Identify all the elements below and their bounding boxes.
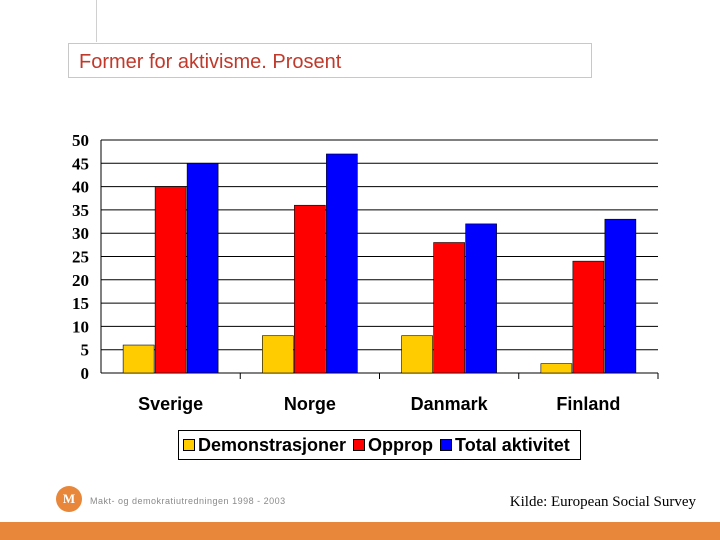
chart-title: Former for aktivisme. Prosent [79, 51, 342, 73]
legend-item-total-aktivitet: Total aktivitet [440, 435, 570, 456]
bar-opprop [294, 204, 326, 374]
legend-swatch [183, 439, 195, 451]
legend-item-demonstrasjoner: Demonstrasjoner [183, 435, 346, 456]
bar-total-aktivitet [465, 223, 497, 374]
legend-label: Opprop [368, 434, 434, 455]
y-tick-label: 10 [72, 317, 89, 336]
x-tick-label: Finland [556, 394, 620, 414]
bar-chart: 0 5 10 15 20 25 30 35 40 45 50 Sverige Norge Danmark F… [72, 131, 659, 414]
legend-swatch [440, 439, 453, 451]
bottom-accent-bar [0, 522, 720, 540]
bar-total-aktivitet [326, 153, 358, 374]
y-tick-label: 50 [72, 131, 89, 150]
bar-total-aktivitet [186, 163, 219, 374]
project-name: Makt- og demokratiutredningen 1998 - 200… [90, 496, 286, 506]
x-tick-label: Sverige [138, 394, 203, 414]
bar-demonstrasjoner [122, 344, 155, 374]
y-tick-label: 15 [72, 294, 89, 313]
y-tick-label: 20 [72, 271, 89, 290]
y-tick-label: 40 [72, 178, 89, 197]
legend-label: Demonstrasjoner [198, 434, 347, 455]
x-tick-label: Danmark [411, 394, 489, 414]
y-tick-label: 5 [81, 341, 90, 360]
y-tick-label: 35 [72, 201, 89, 220]
y-tick-label: 45 [72, 154, 89, 173]
bar-opprop [154, 186, 187, 374]
bar-demonstrasjoner [401, 335, 433, 374]
bar-opprop [433, 242, 465, 374]
legend-swatch [353, 439, 366, 451]
logo-icon: M [56, 486, 82, 512]
legend-label: Total aktivitet [455, 434, 570, 455]
y-tick-label: 0 [81, 364, 90, 383]
bar-demonstrasjoner [262, 335, 294, 374]
top-divider [96, 0, 97, 42]
legend-item-opprop: Opprop [353, 435, 433, 456]
y-tick-label: 25 [72, 248, 89, 267]
chart-legend: Demonstrasjoner Opprop Total aktivitet [178, 430, 581, 460]
title-box: Former for aktivisme. Prosent [68, 43, 592, 78]
bar-opprop [572, 260, 605, 374]
bar-demonstrasjoner [540, 363, 573, 374]
y-tick-label: 30 [72, 224, 89, 243]
source-note: Kilde: European Social Survey [509, 494, 696, 510]
x-tick-label: Norge [284, 394, 336, 414]
bar-total-aktivitet [604, 218, 637, 374]
